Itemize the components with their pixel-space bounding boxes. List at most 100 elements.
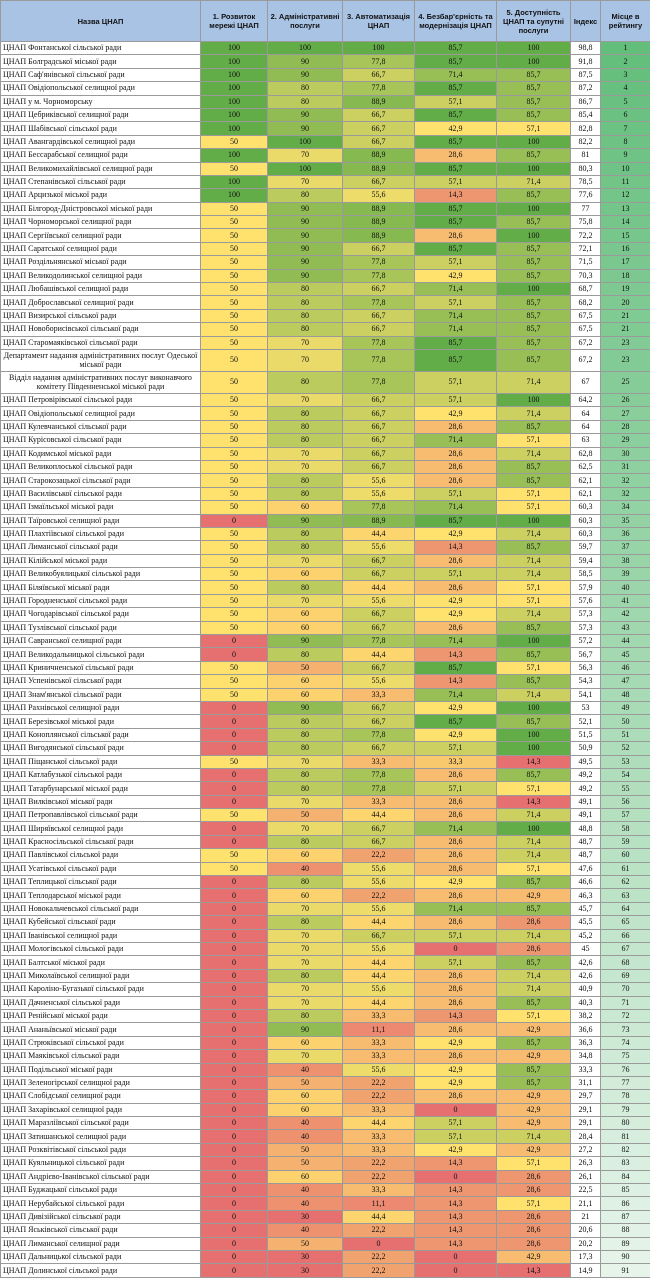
cnap-name: ЦНАП Розквітівської сільської ради <box>0 1142 201 1158</box>
index-value: 67 <box>570 370 601 394</box>
admin-services-score: 40 <box>267 861 343 877</box>
barrier-free-score: 14,3 <box>414 1183 497 1198</box>
cnap-name: ЦНАП Катлабузької сільської ради <box>0 767 201 783</box>
rank-value: 69 <box>600 968 650 984</box>
barrier-free-score: 14,3 <box>414 1156 497 1171</box>
barrier-free-score: 28,6 <box>414 861 497 877</box>
index-value: 86,7 <box>570 94 601 109</box>
accessibility-score: 85,7 <box>496 295 571 310</box>
table-row: ЦНАП Великомихайлівської селищної ради 50… <box>0 161 650 176</box>
index-value: 45,2 <box>570 928 601 944</box>
index-value: 50,9 <box>570 741 601 756</box>
barrier-free-score: 28,6 <box>414 888 497 903</box>
rank-value: 41 <box>600 593 650 609</box>
table-row: ЦНАП Криничненської сільської ради 50 50 66… <box>0 660 650 676</box>
network-score: 0 <box>200 727 268 743</box>
accessibility-score: 85,7 <box>496 67 571 83</box>
table-row: ЦНАП Шабівської сільської ради 100 90 66,7 4… <box>0 121 650 136</box>
accessibility-score: 14,3 <box>496 1263 571 1278</box>
table-row: ЦНАП Подільської міської ради 0 40 55,6 42,9… <box>0 1062 650 1077</box>
accessibility-score: 57,1 <box>496 500 571 515</box>
rank-value: 61 <box>600 861 650 877</box>
table-row: ЦНАП Любашівської селищної ради 50 80 66,7 7… <box>0 282 650 297</box>
cnap-name: ЦНАП Стрюківської сільської ради <box>0 1035 201 1051</box>
cnap-name: ЦНАП Саф'янівської сільської ради <box>0 67 201 83</box>
cnap-name: ЦНАП Подільської міської ради <box>0 1062 201 1077</box>
accessibility-score: 85,7 <box>496 767 571 783</box>
cnap-name: ЦНАП Василівської сільської ради <box>0 486 201 502</box>
table-row: ЦНАП Визирської сільської ради 50 80 66,7 71… <box>0 308 650 324</box>
network-score: 0 <box>200 834 268 850</box>
index-value: 34,8 <box>570 1049 601 1064</box>
accessibility-score: 57,1 <box>496 1196 571 1211</box>
cnap-name: ЦНАП Маразліївської сільської ради <box>0 1116 201 1131</box>
automation-score: 66,7 <box>342 553 415 569</box>
rank-value: 51 <box>600 727 650 743</box>
accessibility-score: 85,7 <box>496 1075 571 1091</box>
automation-score: 55,6 <box>342 473 415 488</box>
automation-score: 88,9 <box>342 148 415 163</box>
accessibility-score: 100 <box>496 821 571 836</box>
automation-score: 44,4 <box>342 995 415 1010</box>
barrier-free-score: 14,3 <box>414 540 497 555</box>
rank-value: 70 <box>600 982 650 997</box>
cnap-name: ЦНАП Савранської селищної ради <box>0 634 201 649</box>
network-score: 50 <box>200 593 268 609</box>
table-row: ЦНАП Захарівської селищної ради 0 60 33,3 0 4… <box>0 1102 650 1118</box>
cnap-name: ЦНАП Дивізійської сільської ради <box>0 1209 201 1225</box>
accessibility-score: 71,4 <box>496 928 571 944</box>
index-value: 49,2 <box>570 767 601 783</box>
admin-services-score: 80 <box>267 968 343 984</box>
network-score: 0 <box>200 741 268 756</box>
cnap-name: ЦНАП Андрієво-Іванівської сільської ради <box>0 1169 201 1185</box>
accessibility-score: 85,7 <box>496 620 571 636</box>
admin-services-score: 70 <box>267 821 343 836</box>
rank-value: 5 <box>600 94 650 109</box>
index-value: 91,8 <box>570 54 601 69</box>
table-row: ЦНАП Курісовської сільської ради 50 80 66,7… <box>0 433 650 448</box>
table-row: ЦНАП Іванівської селищної ради 0 70 66,7 57,… <box>0 928 650 944</box>
table-row: ЦНАП Цебриківської селищної ради 100 90 66,… <box>0 107 650 123</box>
rank-value: 56 <box>600 794 650 810</box>
table-row: ЦНАП Сергіївської селищної ради 50 90 88,9 2… <box>0 228 650 243</box>
admin-services-score: 80 <box>267 419 343 435</box>
cnap-name: ЦНАП Ананьївської міської ради <box>0 1022 201 1037</box>
network-score: 50 <box>200 754 268 769</box>
index-value: 60,3 <box>570 526 601 542</box>
index-value: 51,5 <box>570 727 601 743</box>
automation-score: 11,1 <box>342 1196 415 1211</box>
cnap-name: ЦНАП Затишанської селищної ради <box>0 1129 201 1144</box>
automation-score: 77,8 <box>342 295 415 310</box>
barrier-free-score: 42,9 <box>414 593 497 609</box>
cnap-name: ЦНАП Арцизької міської ради <box>0 188 201 203</box>
rank-value: 10 <box>600 161 650 176</box>
automation-score: 22,2 <box>342 1169 415 1185</box>
accessibility-score: 71,4 <box>496 370 571 394</box>
barrier-free-score: 71,4 <box>414 67 497 83</box>
automation-score: 66,7 <box>342 392 415 408</box>
admin-services-score: 70 <box>267 348 343 372</box>
admin-services-score: 40 <box>267 1183 343 1198</box>
accessibility-score: 85,7 <box>496 268 571 284</box>
rank-value: 34 <box>600 500 650 515</box>
network-score: 0 <box>200 888 268 903</box>
accessibility-score: 71,4 <box>496 607 571 622</box>
table-row: ЦНАП Овідіопольської селищної ради 100 80 7… <box>0 81 650 96</box>
table-row: ЦНАП Петровірівської сільської ради 50 70 6… <box>0 392 650 408</box>
cnap-name: ЦНАП Сергіївської селищної ради <box>0 228 201 243</box>
cnap-name: ЦНАП Куяльницької сільської ради <box>0 1156 201 1171</box>
barrier-free-score: 57,1 <box>414 486 497 502</box>
automation-score: 100 <box>342 40 415 56</box>
rank-value: 21 <box>600 322 650 337</box>
admin-services-score: 90 <box>267 228 343 243</box>
table-row: ЦНАП Доброславської селищної ради 50 80 77,… <box>0 295 650 310</box>
table-row: ЦНАП Коноплянської сільської ради 0 80 77,8… <box>0 727 650 743</box>
accessibility-score: 100 <box>496 54 571 69</box>
automation-score: 66,7 <box>342 620 415 636</box>
network-score: 0 <box>200 1263 268 1278</box>
table-row: ЦНАП Маразліївської сільської ради 0 40 44,… <box>0 1116 650 1131</box>
table-row: ЦНАП Саф'янівської сільської ради 100 90 66… <box>0 67 650 83</box>
network-score: 50 <box>200 161 268 176</box>
index-value: 78,5 <box>570 174 601 190</box>
